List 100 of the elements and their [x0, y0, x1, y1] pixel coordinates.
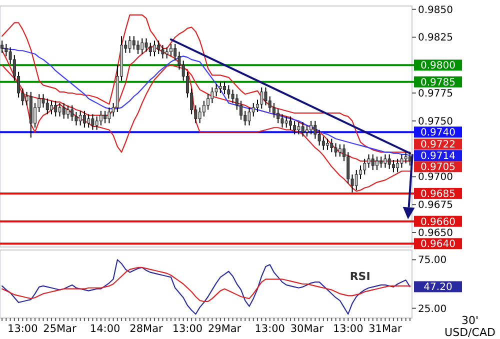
candlestick — [392, 159, 395, 173]
line-series — [2, 266, 410, 302]
ref-line-label: 0.9800 — [420, 60, 456, 72]
candlestick — [140, 38, 144, 54]
candlestick — [46, 98, 49, 115]
candlestick — [288, 116, 292, 130]
candlestick — [367, 154, 370, 168]
candlestick — [218, 81, 222, 94]
candlestick — [396, 158, 400, 173]
x-tick-label: 14:00 — [90, 323, 120, 335]
candlestick — [132, 36, 136, 50]
x-tick-label: 13:00 — [172, 323, 203, 335]
candlestick — [202, 100, 206, 117]
candlestick — [231, 89, 234, 104]
candlestick — [260, 86, 264, 110]
candlestick — [169, 43, 172, 57]
candlestick — [326, 138, 330, 150]
ref-line-label: 0.9785 — [420, 77, 456, 88]
candlestick — [54, 100, 58, 117]
y-tick-label: 0.9825 — [418, 32, 453, 44]
candlestick — [206, 94, 210, 110]
y-tick-label: 0.9675 — [418, 200, 453, 212]
candlestick — [310, 120, 313, 135]
candlestick — [280, 114, 284, 128]
y-tick-label: 0.9775 — [418, 88, 453, 100]
candlestick — [58, 102, 62, 117]
ref-line-label: 0.9640 — [420, 239, 456, 250]
x-tick-label: 29Mar — [208, 323, 242, 335]
candlestick — [264, 86, 268, 106]
candlestick — [293, 120, 296, 135]
candlestick — [330, 138, 334, 153]
candlestick — [157, 40, 160, 54]
candlestick — [384, 154, 387, 168]
candlestick — [223, 81, 226, 95]
data-label: 0.9705 — [420, 162, 456, 174]
data-label: 47.20 — [424, 282, 452, 294]
candlestick — [62, 102, 66, 120]
candlestick — [240, 100, 243, 120]
candlestick — [91, 114, 94, 130]
candlestick — [305, 124, 308, 138]
ref-line-label: 0.9685 — [420, 188, 456, 200]
candlestick — [144, 38, 148, 52]
candlestick — [322, 136, 325, 150]
candlestick — [363, 158, 366, 175]
candlestick — [82, 110, 86, 128]
candlestick — [161, 44, 164, 59]
candlestick — [227, 84, 230, 100]
candlestick — [136, 40, 140, 54]
candlestick — [318, 129, 321, 146]
x-tick-label: 28Mar — [130, 323, 164, 335]
candlestick — [153, 40, 156, 57]
x-tick-label: 31Mar — [368, 323, 402, 335]
candlestick — [108, 107, 111, 124]
x-tick-label: 25Mar — [43, 323, 78, 335]
candlestick — [165, 46, 168, 59]
x-tick-label: 30Mar — [290, 323, 324, 335]
candlestick — [346, 152, 350, 184]
line-series — [2, 259, 410, 315]
y-tick-label: 75.00 — [418, 255, 447, 266]
candlestick — [380, 156, 383, 168]
candlestick — [338, 144, 342, 158]
candlestick — [301, 122, 304, 138]
candlestick — [276, 108, 280, 124]
candlestick — [248, 107, 251, 126]
data-label: 0.9722 — [420, 140, 456, 151]
candlestick — [95, 116, 98, 130]
candlestick — [252, 102, 255, 117]
candlestick — [210, 86, 214, 104]
annotation: RSI — [350, 270, 370, 283]
candlestick — [87, 114, 90, 128]
y-tick-label: 0.9650 — [418, 228, 453, 239]
y-tick-label: 25.00 — [418, 304, 447, 315]
x-tick-label: 13:00 — [8, 323, 38, 335]
candlestick — [284, 116, 288, 128]
candlestick — [334, 142, 338, 158]
candlestick — [42, 94, 45, 108]
text: 30' — [461, 314, 479, 327]
candlestick — [214, 84, 218, 97]
candlestick — [314, 120, 317, 140]
candlestick — [388, 154, 391, 170]
y-tick-label: 0.9750 — [418, 116, 453, 128]
text: USD/CAD — [444, 326, 496, 339]
candlestick — [408, 152, 412, 166]
candlestick — [375, 156, 378, 171]
candlestick — [354, 170, 358, 191]
candlestick — [128, 36, 132, 54]
candlestick — [174, 43, 177, 62]
candlestick — [400, 154, 404, 168]
candlestick — [272, 102, 276, 118]
x-tick-label: 13:00 — [254, 323, 285, 335]
y-tick-label: 0.9850 — [418, 4, 453, 16]
candlestick — [371, 154, 374, 171]
candlestick — [148, 42, 152, 57]
candlestick — [70, 104, 74, 122]
candlestick — [104, 110, 107, 124]
ref-line-label: 0.9740 — [420, 128, 456, 139]
candlestick — [268, 96, 272, 112]
x-tick-label: 13:00 — [333, 323, 364, 335]
candlestick — [404, 152, 408, 164]
candlestick — [297, 122, 300, 135]
